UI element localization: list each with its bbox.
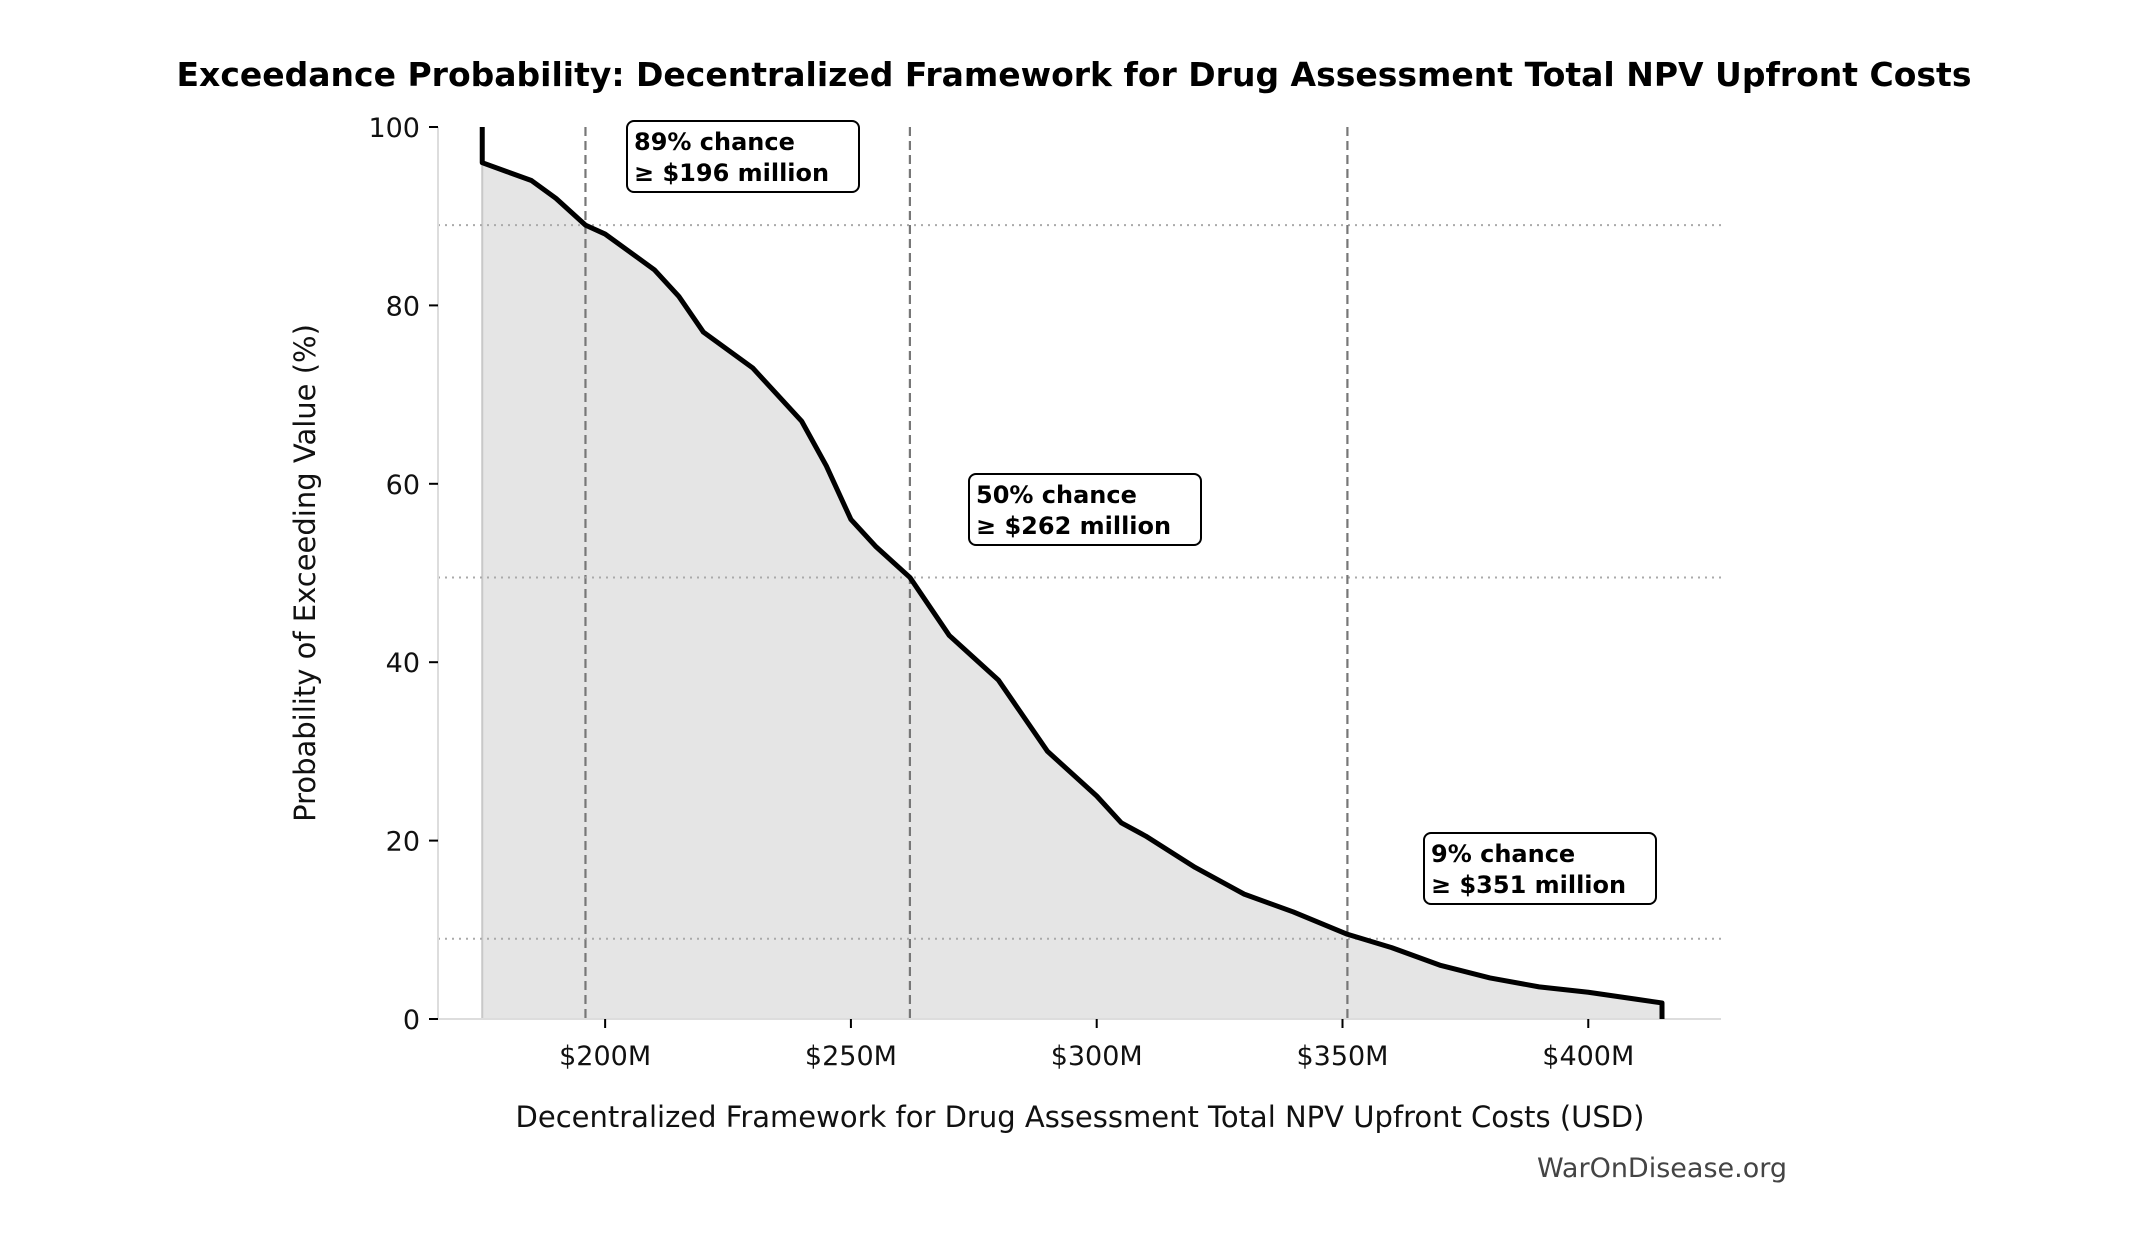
annotation-frame <box>1423 832 1657 905</box>
y-tick-label: 40 <box>386 648 420 679</box>
x-tick-label: $350M <box>1296 1041 1388 1072</box>
y-tick-label: 60 <box>386 470 420 501</box>
x-tick-label: $200M <box>559 1041 651 1072</box>
annotation-text: ≥ $351 million <box>1431 871 1626 899</box>
annotation-box: 9% chance ≥ $351 million <box>1423 832 1657 905</box>
y-tick-label: 20 <box>386 827 420 858</box>
y-tick-label: 100 <box>368 113 420 144</box>
area-fill <box>482 127 1663 1019</box>
annotation-text: 9% chance <box>1431 840 1575 868</box>
x-tick-label: $250M <box>805 1041 897 1072</box>
y-axis-label: Probability of Exceeding Value (%) <box>288 324 322 822</box>
annotation-frame <box>968 473 1202 546</box>
plot-area: $200M $250M $300M $350M $400M 0 20 40 60 80 100 89%… <box>368 113 1721 1072</box>
annotation-box: 50% chance ≥ $262 million <box>968 473 1202 546</box>
x-tick-label: $400M <box>1542 1041 1634 1072</box>
annotation-text: ≥ $196 million <box>634 159 829 187</box>
annotation-text: ≥ $262 million <box>976 512 1171 540</box>
annotation-text: 50% chance <box>976 481 1137 509</box>
annotation-text: 89% chance <box>634 128 795 156</box>
chart-title: Exceedance Probability: Decentralized Fr… <box>177 55 1972 94</box>
y-tick-label: 80 <box>386 291 420 322</box>
exceedance-curve <box>479 127 1665 1019</box>
x-tick-label: $300M <box>1051 1041 1143 1072</box>
x-axis-label: Decentralized Framework for Drug Assessm… <box>516 1100 1645 1134</box>
annotation-frame <box>626 120 860 193</box>
watermark: WarOnDisease.org <box>1537 1153 1787 1184</box>
y-tick-label: 0 <box>403 1005 420 1036</box>
annotation-box: 89% chance ≥ $196 million <box>626 120 860 193</box>
